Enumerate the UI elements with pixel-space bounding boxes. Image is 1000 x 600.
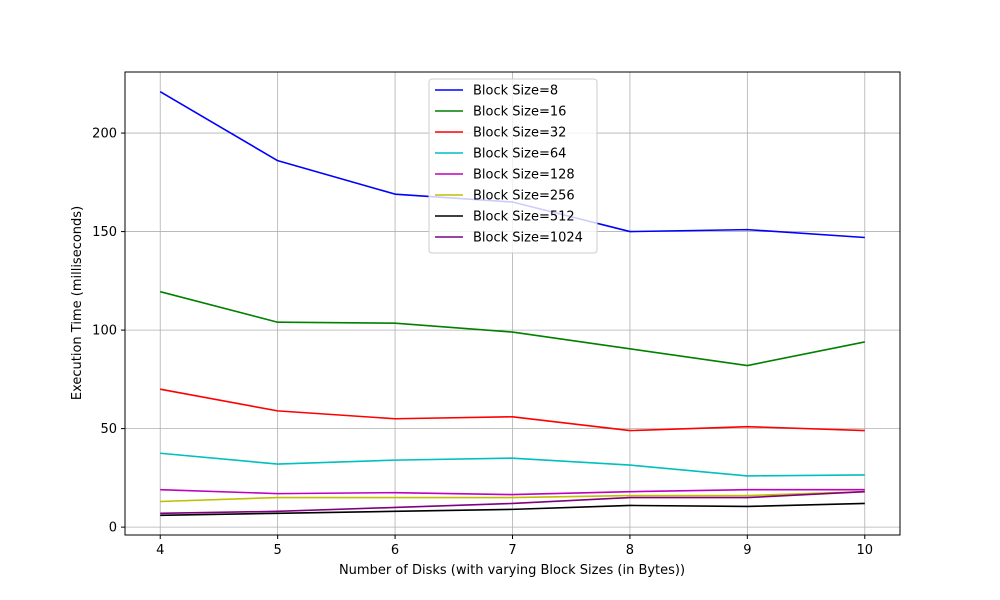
legend-label: Block Size=128 [473,168,575,183]
x-tick-label: 6 [391,543,399,558]
legend-label: Block Size=64 [473,147,566,162]
legend-label: Block Size=512 [473,210,575,225]
x-tick-label: 7 [508,543,516,558]
x-tick-label: 5 [274,543,282,558]
y-tick-label: 0 [109,521,117,536]
series-line-5 [160,490,865,503]
x-tick-label: 10 [856,543,873,558]
legend-label: Block Size=8 [473,84,558,99]
x-tick-label: 8 [626,543,634,558]
y-tick-label: 50 [100,422,117,437]
x-tick-label: 9 [743,543,751,558]
y-tick-label: 150 [92,225,117,240]
series-line-3 [160,452,865,477]
x-axis-ticks: 4 5 6 7 8 9 10 [156,535,873,558]
series-line-2 [160,388,865,432]
grid [125,72,900,535]
y-axis-label: Execution Time (milliseconds) [70,206,85,400]
legend-box [428,78,598,254]
legend-label: Block Size=1024 [473,231,583,246]
series-line-6 [160,502,865,517]
series-line-7 [160,490,865,515]
y-tick-label: 200 [92,127,117,142]
legend-label: Block Size=32 [473,126,566,141]
legend-label: Block Size=256 [473,189,575,204]
legend-label: Block Size=16 [473,105,566,120]
y-axis-ticks: 0 50 100 150 200 [92,127,125,536]
x-tick-label: 4 [156,543,164,558]
y-tick-label: 100 [92,324,117,339]
x-axis-label: Number of Disks (with varying Block Size… [339,563,685,578]
series-line-1 [160,290,865,367]
series-line-4 [160,488,865,496]
legend: Block Size=8 Block Size=16 Block Size=32 Bl… [428,78,598,254]
